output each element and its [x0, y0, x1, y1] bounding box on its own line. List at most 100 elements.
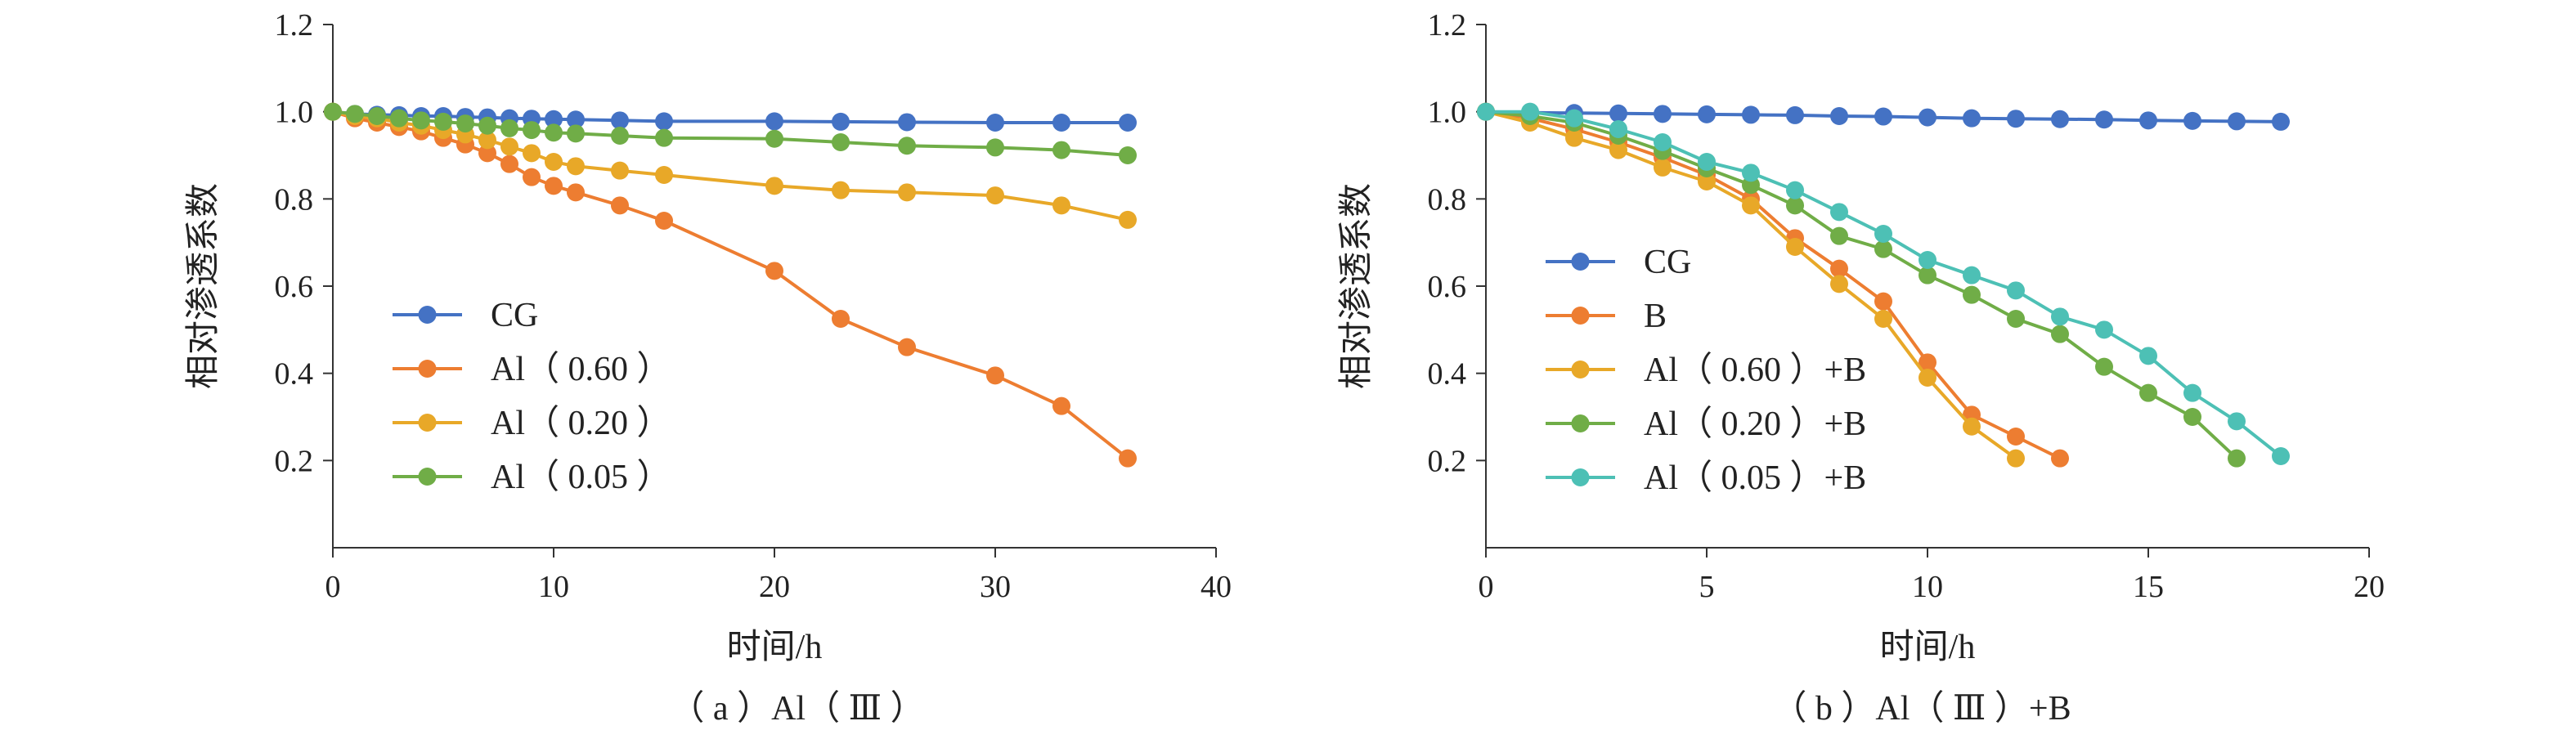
data-point — [898, 113, 916, 132]
data-point — [2051, 325, 2069, 343]
data-point — [324, 102, 342, 121]
series-line — [1486, 110, 2282, 458]
legend-label: Al（ 0.60 ） — [491, 351, 671, 388]
data-point — [986, 138, 1004, 157]
legend-label: Al（ 0.60 ）+B — [1644, 352, 1866, 389]
legend-swatch-marker — [1571, 361, 1590, 378]
series-line — [332, 110, 1129, 157]
x-tick-label: 40 — [1200, 570, 1232, 604]
data-point — [611, 127, 629, 145]
data-point — [1874, 107, 1892, 126]
data-point — [986, 366, 1004, 385]
data-point — [832, 133, 850, 151]
data-point — [2228, 449, 2246, 468]
legend-label: Al（ 0.05 ） — [491, 459, 671, 496]
data-point — [2095, 110, 2113, 129]
data-point — [1742, 105, 1760, 124]
data-point — [986, 186, 1004, 205]
data-point — [567, 183, 585, 202]
data-point — [765, 129, 783, 148]
y-tick-label: 0.4 — [275, 357, 314, 392]
x-tick-label: 0 — [1479, 570, 1494, 604]
data-point — [2183, 111, 2201, 130]
data-point — [655, 166, 673, 184]
legend-swatch-marker — [418, 306, 437, 324]
series-group — [1477, 102, 2290, 131]
data-point — [1919, 369, 1936, 387]
data-point — [1830, 259, 1848, 278]
data-point — [456, 114, 474, 133]
series-group — [324, 102, 1137, 468]
data-point — [1963, 285, 1981, 304]
y-tick-label: 0.4 — [1428, 357, 1467, 392]
data-point — [2051, 449, 2069, 468]
data-point — [611, 111, 629, 130]
data-point — [986, 114, 1004, 132]
data-point — [390, 109, 408, 128]
data-point — [1786, 105, 1804, 124]
data-point — [2007, 310, 2025, 328]
data-point — [655, 128, 673, 147]
x-tick-label: 20 — [759, 570, 790, 604]
data-point — [611, 161, 629, 180]
data-point — [545, 110, 563, 128]
legend-swatch-marker — [418, 468, 437, 486]
data-point — [655, 112, 673, 131]
legend-swatch-marker — [1571, 468, 1590, 486]
data-point — [1830, 203, 1848, 222]
data-point — [1919, 266, 1936, 284]
data-point — [832, 310, 850, 328]
data-point — [2007, 449, 2025, 468]
series-line — [332, 110, 1129, 460]
legend-swatch-marker — [1571, 307, 1590, 325]
data-point — [2183, 408, 2201, 426]
data-point — [1874, 310, 1892, 328]
data-point — [1654, 133, 1672, 151]
data-point — [1609, 120, 1627, 138]
data-point — [1521, 102, 1539, 121]
x-axis-title: 时间/h — [1880, 629, 1976, 666]
data-point — [611, 196, 629, 215]
data-point — [2051, 110, 2069, 128]
x-tick-label: 15 — [2133, 570, 2164, 604]
data-point — [500, 155, 518, 173]
data-point — [1742, 196, 1760, 215]
y-axis-title: 相对渗透系数 — [185, 183, 222, 389]
data-point — [1963, 109, 1981, 128]
legend-swatch-marker — [418, 360, 437, 378]
data-point — [1698, 172, 1716, 190]
data-point — [765, 177, 783, 195]
data-point — [1119, 146, 1137, 164]
legend-swatch-marker — [1571, 414, 1590, 432]
y-tick-label: 1.2 — [275, 8, 314, 43]
y-tick-label: 0.2 — [1428, 444, 1467, 478]
y-tick-label: 0.8 — [1428, 182, 1467, 217]
data-point — [500, 119, 518, 137]
legend-label: CG — [491, 297, 538, 334]
data-point — [478, 144, 496, 163]
x-tick-label: 10 — [538, 570, 569, 604]
legend-label: B — [1644, 298, 1667, 335]
x-tick-label: 5 — [1699, 570, 1715, 604]
data-point — [2007, 281, 2025, 300]
data-point — [765, 112, 783, 131]
legend-label: CG — [1644, 244, 1691, 281]
data-point — [434, 112, 452, 131]
data-point — [1786, 181, 1804, 199]
series-group — [1477, 102, 2290, 465]
legend-label: Al（ 0.20 ）+B — [1644, 405, 1866, 443]
data-point — [1963, 417, 1981, 436]
data-point — [2228, 412, 2246, 431]
legend-swatch-marker — [1571, 253, 1590, 271]
data-point — [1963, 266, 1981, 284]
data-point — [1830, 226, 1848, 245]
data-point — [1742, 163, 1760, 182]
data-point — [2139, 111, 2157, 130]
y-tick-label: 0.8 — [275, 182, 314, 217]
data-point — [1609, 104, 1627, 123]
data-point — [1830, 275, 1848, 293]
data-point — [567, 157, 585, 176]
data-point — [1119, 449, 1137, 468]
